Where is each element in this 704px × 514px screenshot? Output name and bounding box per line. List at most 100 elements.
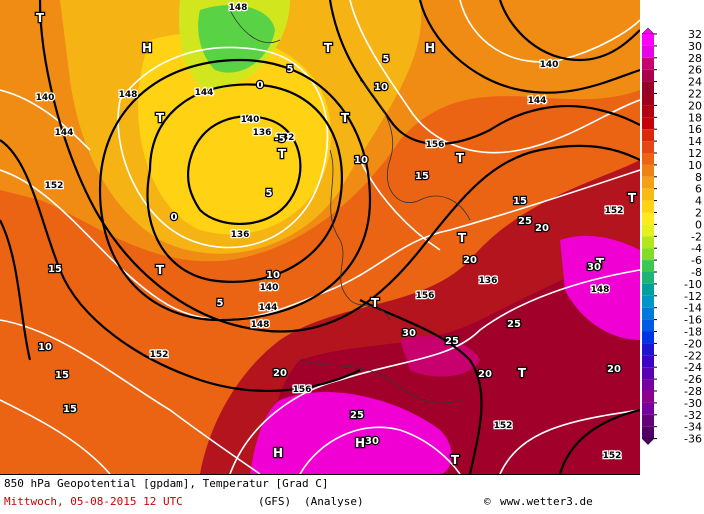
chart-footer: 850 hPa Geopotential [gpdam], Temperatur… [0, 474, 640, 514]
geopotential-label: 136 [231, 230, 250, 240]
scale-label: -10 [684, 278, 702, 291]
scale-label: -20 [684, 337, 702, 350]
geopotential-label: 144 [55, 128, 74, 138]
geopotential-label: 148 [251, 320, 270, 330]
pressure-center-label: T [451, 453, 460, 467]
isohypses [0, 0, 640, 474]
scale-cell [642, 141, 654, 153]
scale-cell [642, 129, 654, 142]
scale-label: 28 [688, 52, 702, 65]
geopotential-label: 152 [45, 181, 64, 191]
temperature-map: H H T T T T T T T T T T T T T H H 148 140 144 144 136 132 140 14… [0, 0, 640, 474]
scale-cells [642, 28, 655, 445]
scale-cell [642, 260, 654, 272]
scale-label: 6 [695, 183, 702, 196]
scale-label: -18 [684, 326, 702, 339]
extreme-hot-spot-east [560, 235, 640, 340]
pressure-center-label: T [458, 231, 467, 245]
pressure-center-label: T [324, 41, 333, 55]
scale-cell [642, 402, 654, 415]
scale-label: 10 [688, 159, 702, 172]
scale-label: -2 [691, 230, 702, 243]
scale-cell [642, 319, 654, 332]
website-link[interactable]: www.wetter3.de [500, 495, 593, 508]
geopotential-label: 152 [494, 421, 513, 431]
temperature-label: 20 [607, 364, 621, 375]
temperature-label: 10 [354, 155, 368, 166]
geopotential-label: 140 [36, 93, 55, 103]
temperature-label: 20 [535, 223, 549, 234]
scale-label: -4 [691, 242, 702, 255]
geopotential-label: 152 [603, 451, 622, 461]
scale-label: -34 [684, 421, 702, 434]
scale-cell [642, 248, 654, 261]
scale-label: 12 [688, 147, 702, 160]
pressure-center-label: T [456, 151, 465, 165]
scale-cell [642, 188, 654, 201]
scale-cell [642, 391, 654, 403]
geopotential-label: 144 [259, 303, 278, 313]
pressure-center-label: H [355, 436, 365, 450]
scale-ticks: 32302826242220181614121086420-2-4-6-8-10… [654, 28, 702, 446]
temperature-scale: 32302826242220181614121086420-2-4-6-8-10… [642, 28, 702, 446]
scale-cell [642, 69, 654, 82]
geopotential-label: 144 [528, 96, 547, 106]
scale-cell [642, 343, 654, 356]
scale-label: 4 [695, 195, 702, 208]
geopotential-label: 156 [293, 385, 312, 395]
coastlines [229, 9, 471, 404]
scale-cell [642, 176, 654, 189]
pressure-center-label: T [371, 296, 380, 310]
temperature-label: 5 [383, 54, 390, 65]
geopotential-label: 140 [241, 115, 260, 125]
scale-arrow-bottom [642, 438, 655, 445]
model-name: (GFS) [258, 495, 292, 508]
scale-label: -26 [684, 373, 702, 386]
scale-label: 24 [688, 76, 702, 89]
geopotential-label: 156 [416, 291, 435, 301]
geopotential-label: 140 [540, 60, 559, 70]
scale-cell [642, 224, 654, 237]
scale-label: -36 [684, 433, 702, 446]
geopotential-label: 136 [253, 128, 272, 138]
scale-cell [642, 355, 654, 368]
scale-cell [642, 307, 654, 320]
pressure-center-label: T [518, 366, 527, 380]
scale-label: 32 [688, 28, 702, 41]
geopotential-label: 132 [276, 133, 295, 143]
temperature-label: 20 [463, 255, 477, 266]
pressure-center-label: T [156, 263, 165, 277]
temperature-label: 10 [374, 82, 388, 93]
scale-label: -16 [684, 314, 702, 327]
temperature-label: 20 [478, 369, 492, 380]
temperature-label: 10 [266, 270, 280, 281]
temperature-label: 0 [171, 212, 178, 223]
scale-cell [642, 105, 654, 118]
scale-label: 18 [688, 111, 702, 124]
pressure-center-label: H [273, 446, 283, 460]
geopotential-label: 140 [260, 283, 279, 293]
temperature-label: 30 [587, 262, 601, 273]
temperature-label: 25 [518, 216, 532, 227]
analysis-label: (Analyse) [304, 495, 364, 508]
temperature-label: 10 [38, 342, 52, 353]
temperature-label: 5 [217, 298, 224, 309]
temperature-label: 20 [273, 368, 287, 379]
label-layer: H H T T T T T T T T T T T T T H H 148 140 144 144 136 132 140 14… [34, 2, 638, 469]
temperature-label: 5 [266, 188, 273, 199]
temperature-label: 25 [350, 410, 364, 421]
scale-label: -28 [684, 385, 702, 398]
scale-cell [642, 117, 654, 130]
temperature-label: 15 [513, 196, 527, 207]
scale-label: -30 [684, 397, 702, 410]
pressure-center-label: T [628, 191, 637, 205]
scale-arrow-top [642, 28, 655, 35]
scale-label: 20 [688, 99, 702, 112]
geopotential-label: 148 [229, 3, 248, 13]
scale-label: 14 [688, 135, 702, 148]
scale-cell [642, 34, 654, 46]
scale-label: -22 [684, 349, 702, 362]
pressure-center-label: T [278, 147, 287, 161]
scale-label: 2 [695, 207, 702, 220]
